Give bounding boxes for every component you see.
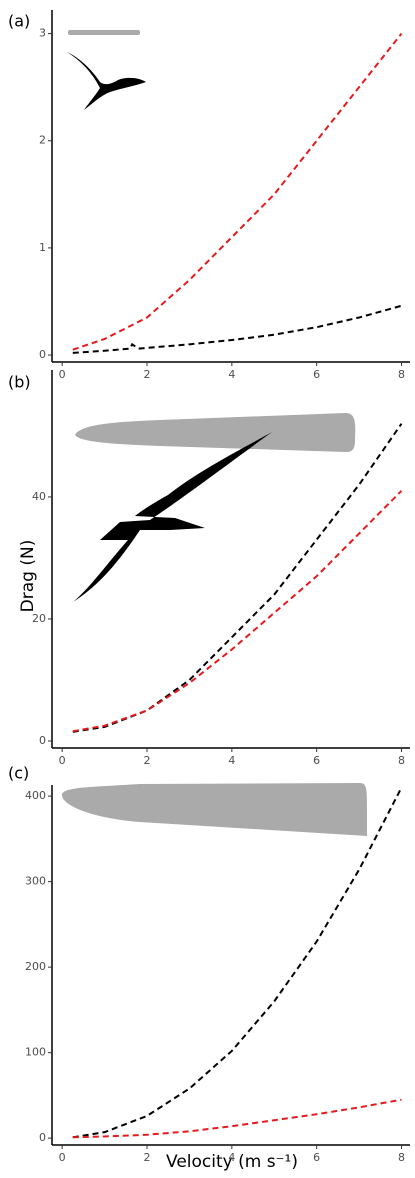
x-tick-label: 8 [398,754,405,767]
x-tick-label: 0 [59,368,66,381]
x-tick-label: 8 [398,1151,405,1164]
y-axis-title: Drag (N) [18,540,38,613]
y-tick-label: 100 [25,1046,46,1059]
x-tick-label: 2 [144,368,151,381]
bird-silhouette [67,52,146,110]
y-tick-label: 20 [32,612,46,625]
fish-silhouette [68,30,140,35]
data-line [72,32,403,351]
y-tick-label: 1 [39,241,46,254]
bird-silhouette [73,432,272,602]
y-tick-label: 2 [39,134,46,147]
x-tick-label: 0 [59,1151,66,1164]
x-tick-label: 2 [144,1151,151,1164]
y-tick-label: 300 [25,875,46,888]
y-tick-label: 0 [39,734,46,747]
x-tick-label: 4 [228,368,235,381]
data-line [72,423,403,733]
fish-silhouette [75,413,356,452]
fish-silhouette [62,783,367,836]
data-line [72,1098,402,1139]
x-tick-label: 8 [398,368,405,381]
x-tick-label: 0 [59,754,66,767]
x-axis-title: Velocity (m s⁻¹) [166,1152,298,1172]
x-tick-label: 6 [313,1151,320,1164]
y-tick-label: 0 [39,348,46,361]
y-tick-label: 3 [39,27,46,40]
x-tick-label: 4 [228,1151,235,1164]
y-tick-label: 0 [39,1131,46,1144]
x-tick-label: 2 [144,754,151,767]
y-tick-label: 400 [25,789,46,802]
panel-label: (b) [8,373,31,392]
x-tick-label: 6 [313,368,320,381]
x-tick-label: 6 [313,754,320,767]
data-line [72,304,402,354]
x-tick-label: 4 [228,754,235,767]
data-line [72,490,403,733]
panel-label: (a) [8,12,30,31]
data-line [72,787,403,1139]
y-tick-label: 40 [32,490,46,503]
y-tick-label: 200 [25,960,46,973]
panel-label: (c) [8,764,29,783]
